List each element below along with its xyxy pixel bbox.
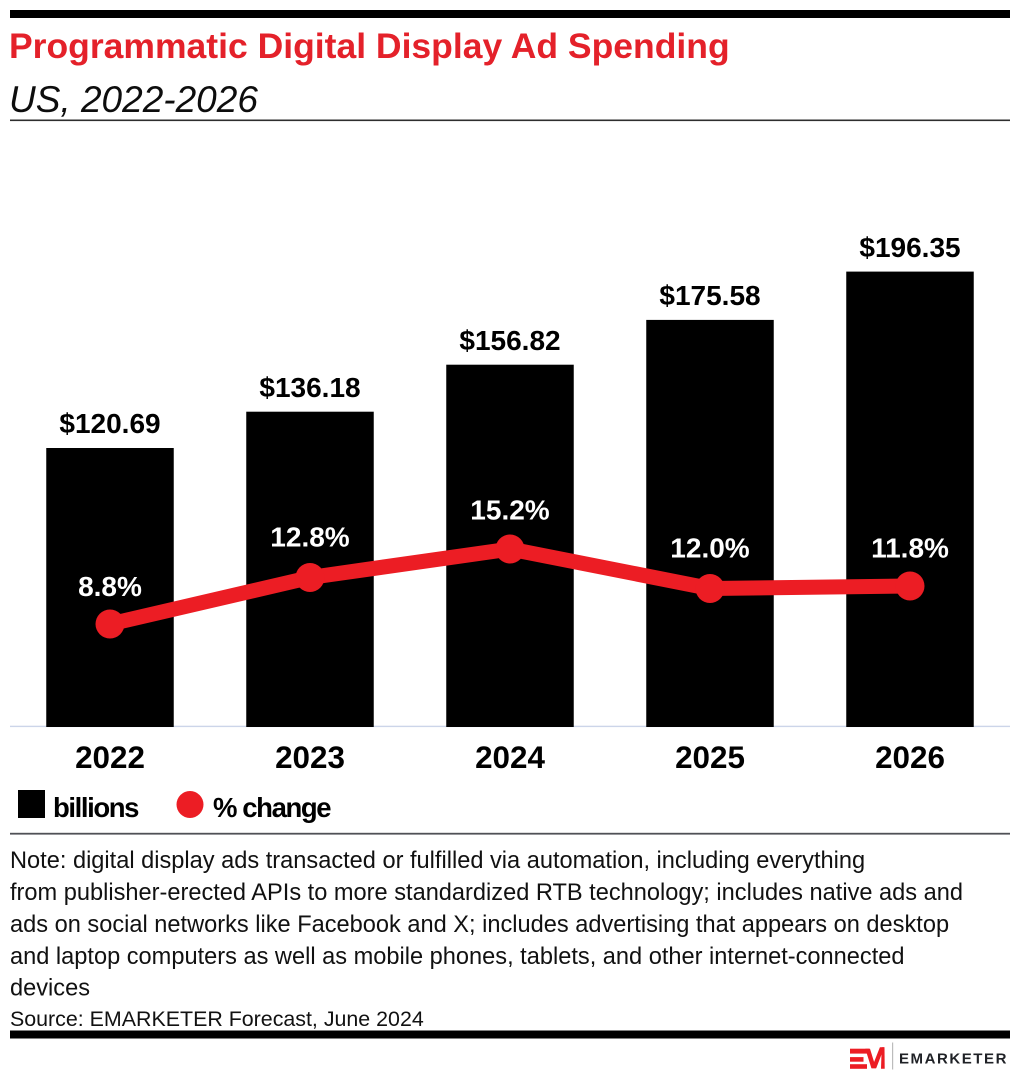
svg-text:Programmatic Digital Display A: Programmatic Digital Display Ad Spending xyxy=(9,26,730,66)
svg-text:15.2%: 15.2% xyxy=(470,495,549,526)
svg-text:US, 2022-2026: US, 2022-2026 xyxy=(9,79,258,120)
svg-text:billions: billions xyxy=(53,792,139,823)
svg-text:2023: 2023 xyxy=(275,740,345,775)
svg-text:Note: digital display ads tran: Note: digital display ads transacted or … xyxy=(10,848,865,874)
svg-text:devices: devices xyxy=(10,976,90,1002)
svg-text:$175.58: $175.58 xyxy=(659,280,760,311)
svg-text:$120.69: $120.69 xyxy=(59,408,160,439)
svg-text:12.8%: 12.8% xyxy=(270,522,349,553)
svg-text:2026: 2026 xyxy=(875,740,945,775)
svg-text:2025: 2025 xyxy=(675,740,745,775)
svg-text:ads on social networks like Fa: ads on social networks like Facebook and… xyxy=(10,912,949,938)
svg-text:11.8%: 11.8% xyxy=(871,533,949,564)
svg-text:Source: EMARKETER Forecast, Ju: Source: EMARKETER Forecast, June 2024 xyxy=(10,1007,424,1031)
svg-text:$136.18: $136.18 xyxy=(259,372,360,403)
svg-text:12.0%: 12.0% xyxy=(670,533,749,564)
svg-text:8.8%: 8.8% xyxy=(78,571,142,602)
svg-text:EMARKETER: EMARKETER xyxy=(899,1051,1008,1068)
svg-text:% change: % change xyxy=(213,792,331,823)
svg-text:$156.82: $156.82 xyxy=(459,325,560,356)
svg-text:and laptop computers as well a: and laptop computers as well as mobile p… xyxy=(10,944,905,970)
svg-text:$196.35: $196.35 xyxy=(859,232,960,263)
svg-text:2022: 2022 xyxy=(75,740,145,775)
svg-text:from publisher-erected APIs to: from publisher-erected APIs to more stan… xyxy=(10,880,963,906)
svg-text:2024: 2024 xyxy=(475,740,545,775)
